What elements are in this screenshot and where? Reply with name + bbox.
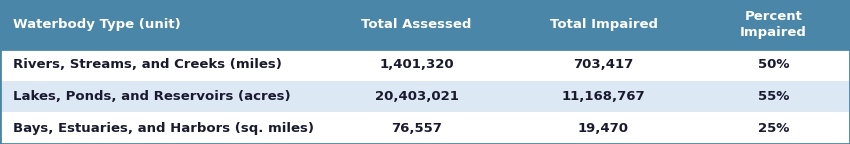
Text: Total Assessed: Total Assessed bbox=[361, 18, 472, 31]
Text: 55%: 55% bbox=[758, 90, 789, 103]
FancyBboxPatch shape bbox=[0, 112, 850, 144]
Text: Bays, Estuaries, and Harbors (sq. miles): Bays, Estuaries, and Harbors (sq. miles) bbox=[13, 122, 314, 135]
Text: 50%: 50% bbox=[757, 58, 790, 71]
Text: Percent
Impaired: Percent Impaired bbox=[740, 10, 807, 39]
Text: 1,401,320: 1,401,320 bbox=[379, 58, 454, 71]
FancyBboxPatch shape bbox=[0, 0, 850, 49]
Text: Waterbody Type (unit): Waterbody Type (unit) bbox=[13, 18, 180, 31]
FancyBboxPatch shape bbox=[0, 49, 850, 81]
Text: Rivers, Streams, and Creeks (miles): Rivers, Streams, and Creeks (miles) bbox=[13, 58, 281, 71]
Text: 76,557: 76,557 bbox=[391, 122, 442, 135]
Text: 20,403,021: 20,403,021 bbox=[375, 90, 458, 103]
Text: 25%: 25% bbox=[758, 122, 789, 135]
Text: Total Impaired: Total Impaired bbox=[549, 18, 658, 31]
Text: 703,417: 703,417 bbox=[574, 58, 633, 71]
Text: 11,168,767: 11,168,767 bbox=[562, 90, 645, 103]
Text: Lakes, Ponds, and Reservoirs (acres): Lakes, Ponds, and Reservoirs (acres) bbox=[13, 90, 291, 103]
Text: 19,470: 19,470 bbox=[578, 122, 629, 135]
FancyBboxPatch shape bbox=[0, 81, 850, 112]
